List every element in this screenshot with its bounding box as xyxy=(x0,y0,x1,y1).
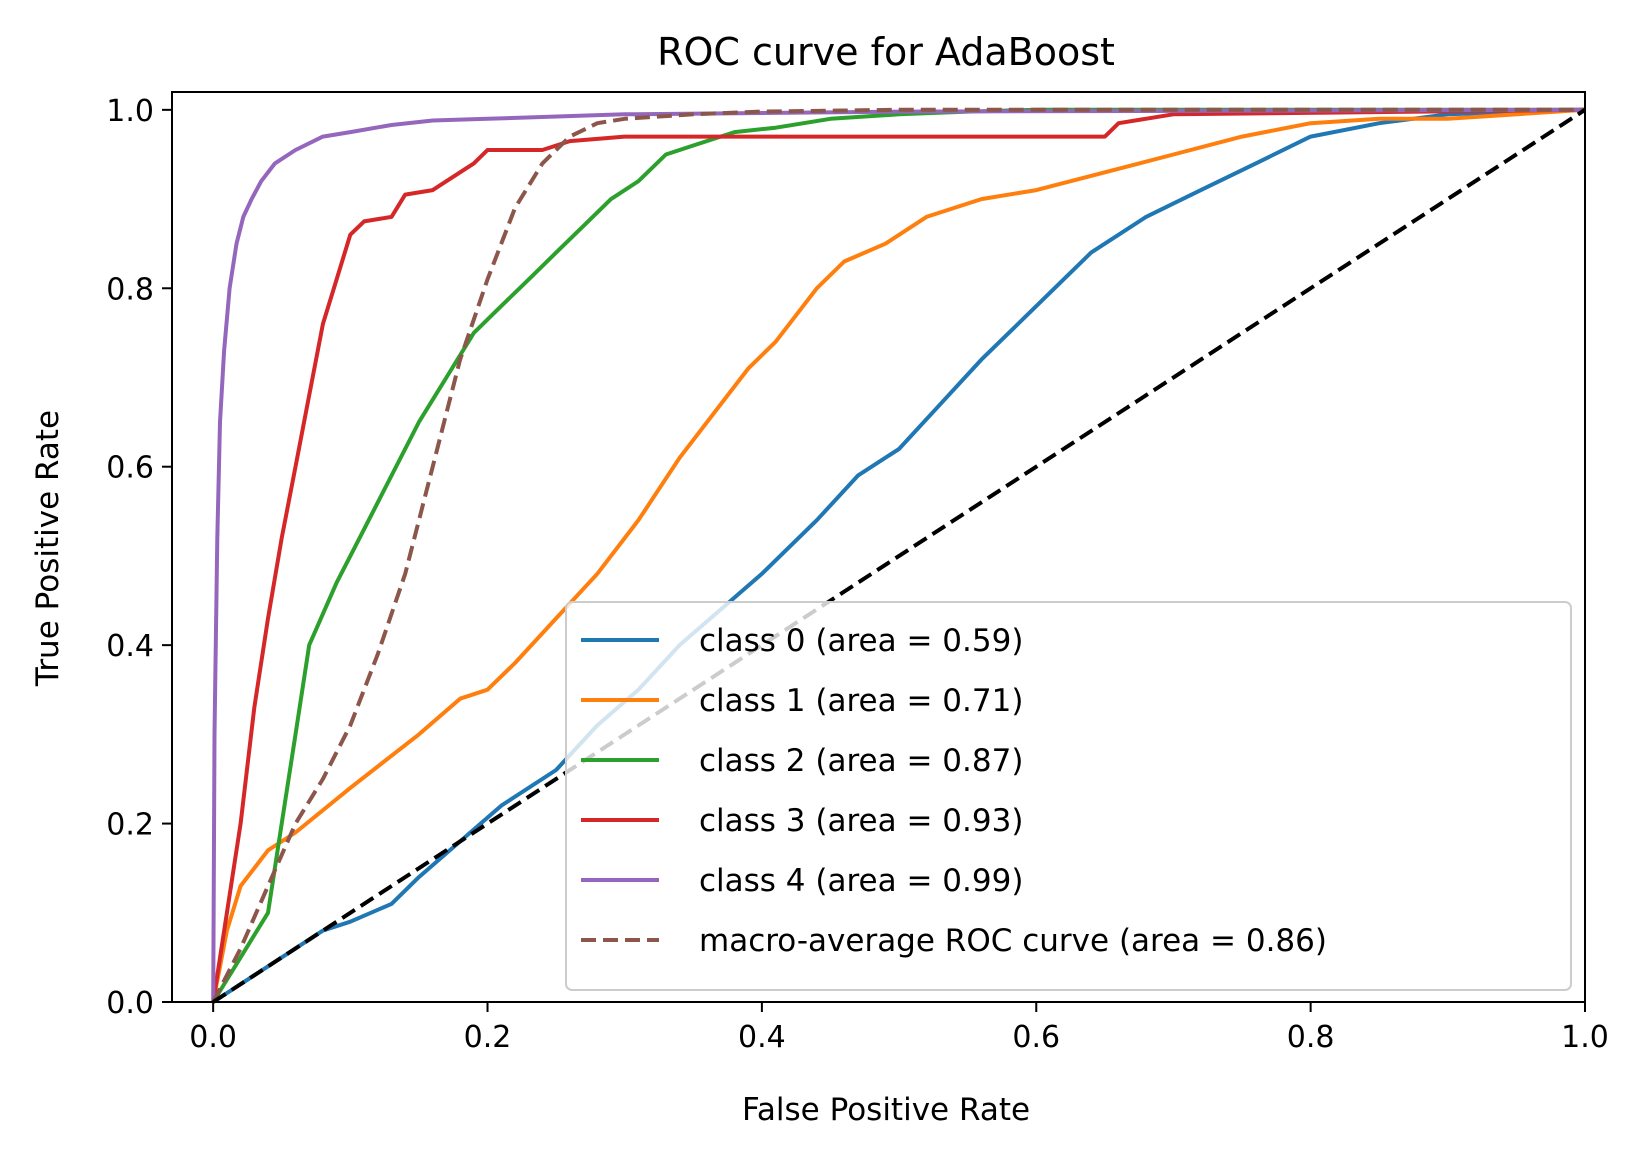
x-tick-label: 0.6 xyxy=(1012,1020,1060,1055)
series-line-4 xyxy=(211,107,1586,1003)
legend-box xyxy=(565,601,1572,991)
plot-frame xyxy=(171,91,1586,1003)
x-tick-label: 0.4 xyxy=(738,1020,786,1055)
chart-title: ROC curve for AdaBoost xyxy=(657,30,1115,74)
legend-label: class 2 (area = 0.87) xyxy=(699,743,1023,779)
legend-label: class 4 (area = 0.99) xyxy=(699,863,1023,899)
x-tick-label: 0.8 xyxy=(1287,1020,1335,1055)
x-tick-label: 0.2 xyxy=(464,1020,512,1055)
legend-label: macro-average ROC curve (area = 0.86) xyxy=(699,923,1327,959)
y-tick-label: 0.0 xyxy=(106,986,154,1021)
series-line-3 xyxy=(211,107,1586,1003)
x-tick-label: 1.0 xyxy=(1561,1020,1609,1055)
chance-diagonal-line xyxy=(212,108,1587,1004)
series-line-0 xyxy=(212,107,1586,1004)
y-axis-title: True Positive Rate xyxy=(30,410,66,687)
y-tick-label: 0.2 xyxy=(106,808,154,843)
legend-label: class 3 (area = 0.93) xyxy=(699,803,1023,839)
y-tick-label: 1.0 xyxy=(106,94,154,129)
x-tick-label: 0.0 xyxy=(189,1020,237,1055)
legend-label: class 0 (area = 0.59) xyxy=(699,623,1023,659)
y-tick-label: 0.4 xyxy=(106,629,154,664)
series-line-1 xyxy=(211,107,1586,1003)
x-axis-title: False Positive Rate xyxy=(742,1092,1030,1128)
y-tick-label: 0.8 xyxy=(106,272,154,307)
legend-label: class 1 (area = 0.71) xyxy=(699,683,1023,719)
series-line-2 xyxy=(211,107,1585,1004)
series-line-5 xyxy=(211,107,1585,1003)
y-tick-label: 0.6 xyxy=(106,451,154,486)
